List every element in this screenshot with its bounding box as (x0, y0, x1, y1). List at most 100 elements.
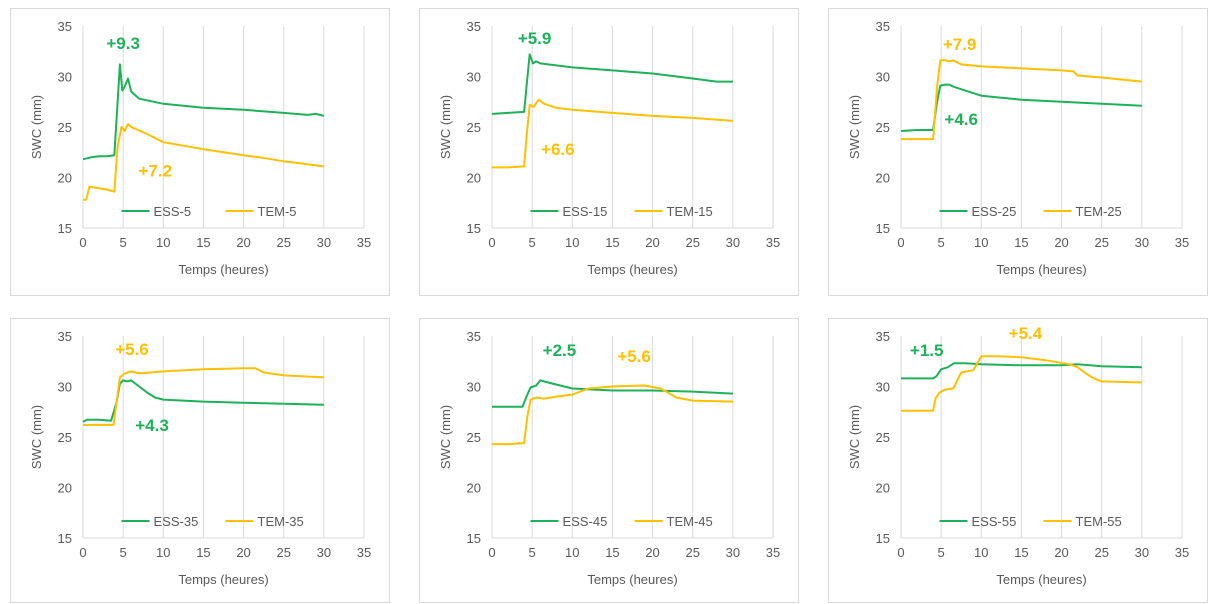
y-tick-label: 30 (58, 70, 72, 85)
y-tick-label: 35 (58, 19, 72, 34)
x-tick-label: 0 (488, 235, 495, 250)
legend-label: ESS-45 (563, 514, 608, 529)
x-tick-label: 0 (488, 545, 495, 560)
y-tick-label: 35 (876, 19, 890, 34)
x-tick-label: 10 (974, 545, 988, 560)
x-tick-label: 5 (120, 545, 127, 560)
legend-label: ESS-15 (563, 204, 608, 219)
x-tick-label: 30 (317, 235, 331, 250)
gridlines (491, 26, 774, 228)
series-line-tem-35 (83, 367, 324, 426)
x-tick-label: 25 (1094, 235, 1108, 250)
y-tick-label: 35 (467, 19, 481, 34)
chart-panel-3: 0 5 10 15 20 25 30 35 15 20 25 30 35 Temps (heures) SW… (828, 8, 1208, 296)
x-tick-label: 35 (1175, 235, 1189, 250)
legend-label: TEM-25 (1076, 204, 1122, 219)
y-tick-label: 35 (58, 329, 72, 344)
legend-label: ESS-55 (972, 514, 1017, 529)
annotation-label: +9.3 (106, 34, 140, 53)
annotation-label: +6.6 (541, 140, 575, 159)
x-tick-label: 30 (726, 545, 740, 560)
chart-svg-6: 0 5 10 15 20 25 30 35 15 20 25 30 35 Temps (heures) SW… (847, 324, 1189, 587)
y-tick-label: 15 (467, 531, 481, 546)
annotation-label: +2.5 (543, 341, 577, 360)
series-line-tem-15 (492, 98, 733, 169)
chart-svg-2: 0 5 10 15 20 25 30 35 15 20 25 30 35 Temps (heures) SW… (438, 19, 780, 277)
legend-label: TEM-45 (667, 514, 713, 529)
x-axis-title: Temps (heures) (178, 572, 268, 587)
x-axis-title: Temps (heures) (587, 262, 677, 277)
y-tick-label: 30 (58, 380, 72, 395)
legend-label: ESS-5 (154, 204, 192, 219)
x-tick-label: 5 (938, 235, 945, 250)
legend-label: ESS-35 (154, 514, 199, 529)
y-tick-label: 25 (58, 120, 72, 135)
series-line-ess-45 (492, 379, 733, 408)
gridlines (900, 26, 1183, 228)
chart-svg-1: 0 5 10 15 20 25 30 35 15 20 25 30 35 Temps (heures) SW… (29, 19, 371, 277)
y-tick-label: 25 (467, 430, 481, 445)
y-tick-label: 20 (58, 171, 72, 186)
y-tick-label: 20 (876, 171, 890, 186)
y-tick-label: 30 (876, 380, 890, 395)
x-tick-label: 15 (1014, 545, 1028, 560)
x-tick-label: 30 (317, 545, 331, 560)
x-tick-label: 35 (357, 545, 371, 560)
gridlines (82, 26, 365, 228)
x-tick-label: 15 (1014, 235, 1028, 250)
x-axis-title: Temps (heures) (178, 262, 268, 277)
x-tick-label: 20 (645, 235, 659, 250)
x-tick-label: 20 (645, 545, 659, 560)
chart-svg-5: 0 5 10 15 20 25 30 35 15 20 25 30 35 Temps (heures) SW… (438, 329, 780, 587)
x-tick-label: 0 (897, 235, 904, 250)
chart-panel-4: 0 5 10 15 20 25 30 35 15 20 25 30 35 Temps (heures) SW… (10, 318, 390, 603)
y-tick-label: 25 (58, 430, 72, 445)
y-axis-title: SWC (mm) (29, 95, 44, 159)
y-tick-label: 15 (58, 531, 72, 546)
y-axis-title: SWC (mm) (847, 405, 862, 469)
series-line-tem-5 (83, 123, 325, 201)
annotation-label: +5.6 (617, 347, 651, 366)
x-tick-label: 10 (565, 235, 579, 250)
x-axis-title: Temps (heures) (996, 262, 1086, 277)
x-axis-title: Temps (heures) (587, 572, 677, 587)
x-tick-label: 35 (766, 545, 780, 560)
legend-label: TEM-55 (1076, 514, 1122, 529)
x-tick-label: 30 (726, 235, 740, 250)
x-tick-label: 25 (685, 235, 699, 250)
x-tick-label: 35 (1175, 545, 1189, 560)
x-tick-label: 30 (1135, 545, 1149, 560)
series-line-tem-45 (492, 384, 733, 446)
x-tick-label: 10 (565, 545, 579, 560)
annotation-label: +4.6 (944, 110, 978, 129)
chart-panel-1: 0 5 10 15 20 25 30 35 15 20 25 30 35 Temps (heures) SW… (10, 8, 390, 296)
y-tick-label: 20 (467, 481, 481, 496)
y-tick-label: 20 (58, 481, 72, 496)
x-tick-label: 5 (938, 545, 945, 560)
gridlines (491, 336, 774, 538)
x-tick-label: 25 (276, 545, 290, 560)
x-tick-label: 10 (156, 545, 170, 560)
y-tick-label: 15 (876, 531, 890, 546)
y-axis-title: SWC (mm) (438, 405, 453, 469)
x-tick-label: 15 (196, 545, 210, 560)
x-tick-label: 25 (276, 235, 290, 250)
legend-label: TEM-5 (258, 204, 297, 219)
y-axis-title: SWC (mm) (847, 95, 862, 159)
y-tick-label: 25 (876, 430, 890, 445)
chart-svg-3: 0 5 10 15 20 25 30 35 15 20 25 30 35 Temps (heures) SW… (847, 19, 1189, 277)
series-line-ess-5 (82, 63, 325, 161)
y-tick-label: 30 (876, 70, 890, 85)
y-axis-title: SWC (mm) (29, 405, 44, 469)
annotation-label: +1.5 (910, 341, 944, 360)
y-tick-label: 35 (876, 329, 890, 344)
y-tick-label: 20 (467, 171, 481, 186)
chart-panel-6: 0 5 10 15 20 25 30 35 15 20 25 30 35 Temps (heures) SW… (828, 318, 1208, 603)
x-tick-label: 5 (529, 235, 536, 250)
y-tick-label: 25 (467, 120, 481, 135)
x-tick-label: 20 (236, 235, 250, 250)
annotation-label: +5.9 (518, 29, 552, 48)
annotation-label: +7.9 (943, 35, 977, 54)
y-tick-label: 20 (876, 481, 890, 496)
series-line-tem-25 (901, 59, 1143, 141)
